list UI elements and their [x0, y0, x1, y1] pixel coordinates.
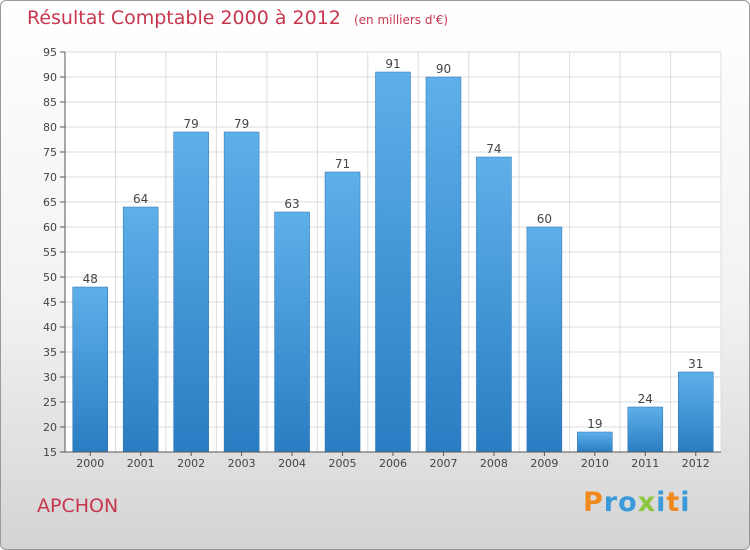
bar-value-label: 64	[133, 192, 148, 206]
y-tick-label: 90	[43, 71, 57, 84]
y-tick-label: 20	[43, 421, 57, 434]
bar-value-label: 24	[638, 392, 653, 406]
y-tick-label: 45	[43, 296, 57, 309]
logo-letter: P	[583, 487, 604, 518]
x-tick-label: 2003	[228, 457, 256, 470]
y-tick-label: 95	[43, 46, 57, 59]
bar-2012	[678, 371, 714, 453]
y-tick-label: 50	[43, 271, 57, 284]
bar-2002	[173, 131, 209, 453]
y-tick-label: 35	[43, 346, 57, 359]
y-tick-label: 85	[43, 96, 57, 109]
x-tick-label: 2011	[631, 457, 659, 470]
x-tick-label: 2004	[278, 457, 306, 470]
x-tick-label: 2007	[429, 457, 457, 470]
x-tick-label: 2010	[581, 457, 609, 470]
x-tick-label: 2008	[480, 457, 508, 470]
y-tick-label: 75	[43, 146, 57, 159]
y-tick-label: 60	[43, 221, 57, 234]
bar-2007	[425, 76, 462, 453]
bar-value-label: 63	[284, 197, 299, 211]
bar-value-label: 74	[486, 142, 501, 156]
bar-2004	[274, 211, 310, 453]
logo-letter: x	[637, 487, 657, 518]
x-tick-label: 2002	[177, 457, 205, 470]
bar-value-label: 79	[184, 117, 199, 131]
x-tick-label: 2012	[682, 457, 710, 470]
proxiti-logo: Proxiti	[583, 487, 691, 518]
bar-value-label: 79	[234, 117, 249, 131]
bar-value-label: 31	[688, 357, 703, 371]
y-tick-label: 15	[43, 446, 57, 459]
logo-letter: i	[656, 487, 667, 518]
chart-title: Résultat Comptable 2000 à 2012	[27, 7, 341, 29]
x-tick-label: 2000	[76, 457, 104, 470]
bar-2009	[526, 226, 563, 453]
bar-2008	[476, 156, 512, 453]
y-tick-label: 80	[43, 121, 57, 134]
bar-2001	[122, 206, 159, 453]
bar-value-label: 60	[537, 212, 552, 226]
chart-subtitle: (en milliers d'€)	[353, 13, 449, 27]
y-tick-label: 40	[43, 321, 57, 334]
chart-title-block: Résultat Comptable 2000 à 2012 (en milli…	[27, 7, 448, 29]
bar-2000	[72, 286, 108, 453]
x-tick-label: 2009	[530, 457, 558, 470]
bar-value-label: 91	[385, 57, 400, 71]
bar-2011	[627, 406, 664, 453]
y-tick-label: 65	[43, 196, 57, 209]
logo-letter: i	[680, 487, 691, 518]
logo-letter: t	[666, 487, 681, 518]
bar-value-label: 48	[83, 272, 98, 286]
y-tick-label: 25	[43, 396, 57, 409]
bar-2003	[223, 131, 260, 453]
bar-2005	[324, 171, 361, 453]
logo-letter: o	[618, 487, 638, 518]
x-tick-label: 2005	[329, 457, 357, 470]
y-tick-label: 30	[43, 371, 57, 384]
x-tick-label: 2001	[127, 457, 155, 470]
y-tick-label: 55	[43, 246, 57, 259]
bar-value-label: 19	[587, 417, 602, 431]
bar-2006	[375, 71, 411, 453]
y-tick-label: 70	[43, 171, 57, 184]
commune-name: APCHON	[37, 495, 119, 517]
bar-value-label: 90	[436, 62, 451, 76]
bar-value-label: 71	[335, 157, 350, 171]
logo-letter: r	[603, 487, 619, 518]
x-tick-label: 2006	[379, 457, 407, 470]
bar-2010	[577, 431, 613, 453]
